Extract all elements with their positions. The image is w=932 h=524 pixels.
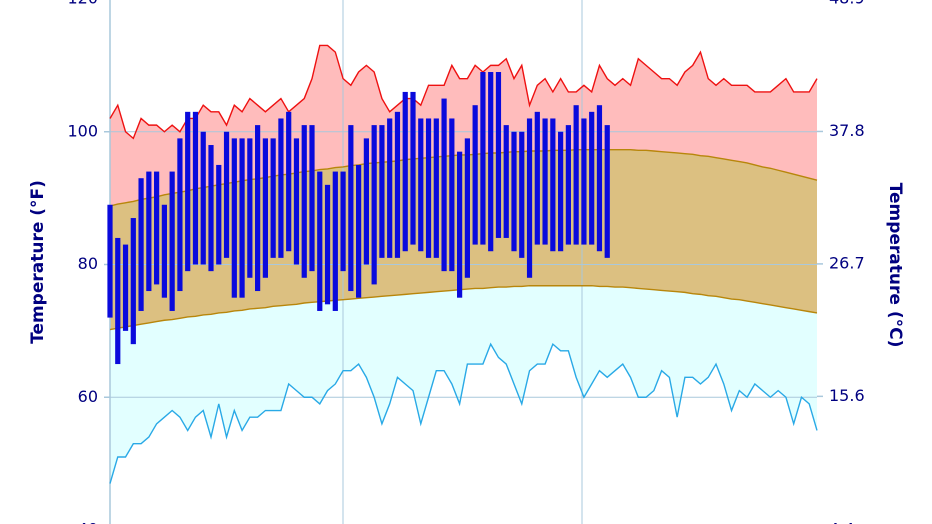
daily-range-bar xyxy=(317,171,323,311)
y2-tick-label: 4.4 xyxy=(829,520,854,524)
y2-tick-label: 37.8 xyxy=(829,121,865,140)
daily-range-bar xyxy=(449,118,455,272)
daily-range-bar xyxy=(154,171,160,285)
daily-range-bar xyxy=(387,118,393,258)
daily-range-bar xyxy=(565,125,571,245)
daily-range-bar xyxy=(573,105,579,245)
daily-range-bar xyxy=(332,171,338,311)
daily-range-bar xyxy=(418,118,424,252)
y2-tick-label: 48.9 xyxy=(829,0,865,8)
y-tick-label: 80 xyxy=(78,254,98,273)
daily-range-bar xyxy=(480,72,486,245)
daily-range-bar xyxy=(558,131,564,252)
daily-range-bar xyxy=(208,145,214,272)
band-area xyxy=(110,285,817,484)
series-line xyxy=(109,342,818,484)
daily-range-bar xyxy=(589,111,595,245)
y2-axis-title: Temperature (°C) xyxy=(885,183,905,348)
daily-range-bar xyxy=(255,125,261,292)
daily-range-bar xyxy=(441,98,447,272)
series-line xyxy=(109,285,818,331)
daily-range-bar xyxy=(161,204,167,298)
daily-range-bar xyxy=(286,111,292,252)
daily-range-bar xyxy=(488,72,494,252)
daily-range-bar xyxy=(371,125,377,285)
daily-range-bar xyxy=(216,164,222,265)
daily-range-bar xyxy=(278,118,284,258)
daily-range-bar xyxy=(542,118,548,245)
daily-range-bar xyxy=(410,91,416,245)
daily-range-bar xyxy=(457,151,463,298)
daily-range-bar xyxy=(348,125,354,292)
y-tick-label: 100 xyxy=(67,121,98,140)
daily-range-bar xyxy=(472,105,478,245)
daily-range-bar xyxy=(138,178,144,311)
series-line xyxy=(109,44,818,140)
y-tick-label: 60 xyxy=(78,387,98,406)
daily-range-bar xyxy=(200,131,206,265)
daily-range-bar xyxy=(309,125,315,272)
daily-range-bar xyxy=(324,184,331,305)
daily-range-bar xyxy=(192,111,199,265)
daily-range-bar xyxy=(270,138,276,258)
daily-range-bar xyxy=(239,138,245,298)
y2-tick-label: 15.6 xyxy=(829,386,865,405)
daily-range-bar xyxy=(301,125,307,278)
daily-range-bar xyxy=(130,218,136,345)
daily-range-bar xyxy=(185,111,191,272)
y-tick-label: 40 xyxy=(78,520,98,524)
daily-range-bar xyxy=(293,138,300,265)
daily-range-bar xyxy=(464,138,470,278)
daily-range-bar xyxy=(262,138,268,278)
daily-range-bar xyxy=(115,237,121,365)
daily-range-bar xyxy=(596,105,603,252)
daily-range-bar xyxy=(550,118,556,252)
daily-range-bar xyxy=(604,125,610,258)
y-axis-title: Temperature (°F) xyxy=(28,180,48,344)
y-tick-label: 120 xyxy=(67,0,98,8)
daily-range-bar xyxy=(177,138,183,292)
daily-range-bar xyxy=(425,118,432,258)
daily-range-bar xyxy=(526,118,533,278)
daily-range-bar xyxy=(223,131,230,258)
daily-range-bar xyxy=(402,91,408,252)
daily-range-bar xyxy=(495,72,502,238)
y2-tick-label: 26.7 xyxy=(829,253,865,272)
daily-range-bar xyxy=(433,118,439,258)
daily-range-bar xyxy=(534,111,540,245)
daily-range-bar xyxy=(379,125,385,258)
daily-range-bar xyxy=(247,138,253,278)
daily-range-bar xyxy=(581,118,587,245)
daily-range-bar xyxy=(340,171,346,272)
daily-range-bar xyxy=(503,125,509,238)
daily-range-bar xyxy=(122,244,129,331)
daily-range-bar xyxy=(511,131,517,252)
daily-range-bar xyxy=(169,171,175,311)
daily-range-bar xyxy=(394,111,401,258)
daily-range-bar xyxy=(363,138,369,265)
daily-range-bar xyxy=(146,171,152,292)
daily-range-bar xyxy=(231,138,237,298)
daily-range-bar xyxy=(519,131,525,258)
daily-range-bar xyxy=(107,204,113,318)
daily-range-bar xyxy=(356,164,362,298)
